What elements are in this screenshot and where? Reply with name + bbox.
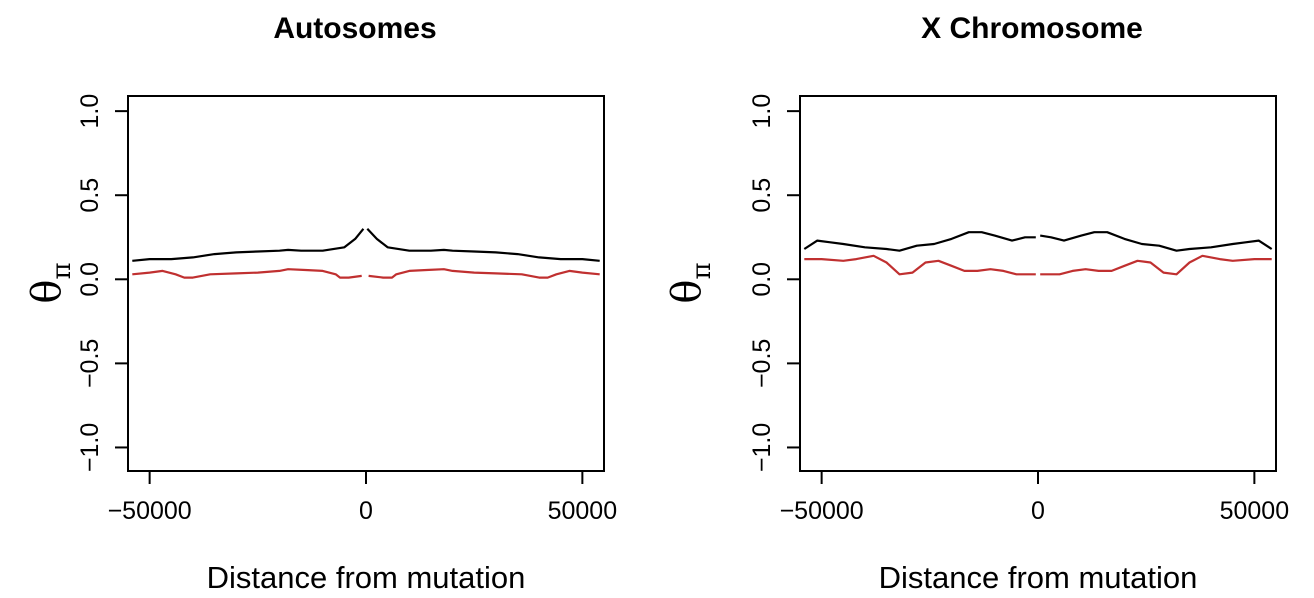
y-axis-label: θπ: [24, 262, 77, 303]
series-line-1-segment-1: [1040, 254, 1272, 276]
series-line-0-segment-1: [1040, 231, 1273, 252]
y-axis: −1.0 −0.5 0.0 0.5 1.0: [76, 94, 128, 472]
y-axis-label-subscript: π: [687, 262, 717, 279]
x-tick-label: −50000: [108, 497, 192, 525]
x-tick-label: 50000: [548, 497, 618, 525]
series-layer: [132, 228, 600, 279]
x-tick-label: 0: [359, 497, 373, 525]
y-tick-label: 0.5: [76, 178, 104, 213]
chart-x-chromosome: X Chromosome −50000 0 50000 −1.0 −0.5 0.0 0.5…: [664, 12, 1289, 595]
y-axis-label-subscript: π: [47, 262, 77, 279]
plot-frame: [799, 95, 1277, 472]
y-tick-label: 0.5: [748, 178, 776, 213]
plot-frame: [127, 95, 605, 472]
y-axis-label: θπ: [664, 262, 717, 303]
series-line-1-segment-1: [368, 268, 600, 279]
svg-text:θπ: θπ: [24, 262, 77, 303]
chart-title: X Chromosome: [921, 12, 1143, 45]
series-line-1-segment-0: [132, 268, 362, 279]
x-tick-label: 50000: [1220, 497, 1290, 525]
y-tick-label: −1.0: [76, 423, 104, 472]
y-tick-label: 0.0: [76, 262, 104, 297]
x-tick-label: 0: [1031, 497, 1045, 525]
series-line-0-segment-0: [803, 231, 1036, 252]
x-axis: −50000 0 50000: [108, 471, 618, 525]
series-layer: [803, 231, 1273, 276]
svg-text:θπ: θπ: [664, 262, 717, 303]
y-axis-label-symbol: θ: [664, 280, 710, 304]
series-line-0-segment-0: [132, 228, 365, 262]
x-tick-label: −50000: [780, 497, 864, 525]
y-tick-label: 1.0: [76, 94, 104, 129]
y-tick-label: 1.0: [748, 94, 776, 129]
y-tick-label: 0.0: [748, 262, 776, 297]
chart-title: Autosomes: [273, 12, 436, 45]
y-tick-label: −0.5: [748, 339, 776, 388]
y-tick-label: −0.5: [76, 339, 104, 388]
x-axis: −50000 0 50000: [780, 471, 1290, 525]
y-axis: −1.0 −0.5 0.0 0.5 1.0: [748, 94, 800, 472]
chart-autosomes: Autosomes −50000 0 50000 −1.0 −0.5 0.0 0.5 1.0…: [24, 12, 617, 595]
y-tick-label: −1.0: [748, 423, 776, 472]
x-axis-label: Distance from mutation: [207, 560, 526, 595]
x-axis-label: Distance from mutation: [879, 560, 1198, 595]
series-line-0-segment-1: [366, 228, 600, 262]
y-axis-label-symbol: θ: [24, 280, 70, 304]
series-line-1-segment-0: [804, 254, 1036, 276]
